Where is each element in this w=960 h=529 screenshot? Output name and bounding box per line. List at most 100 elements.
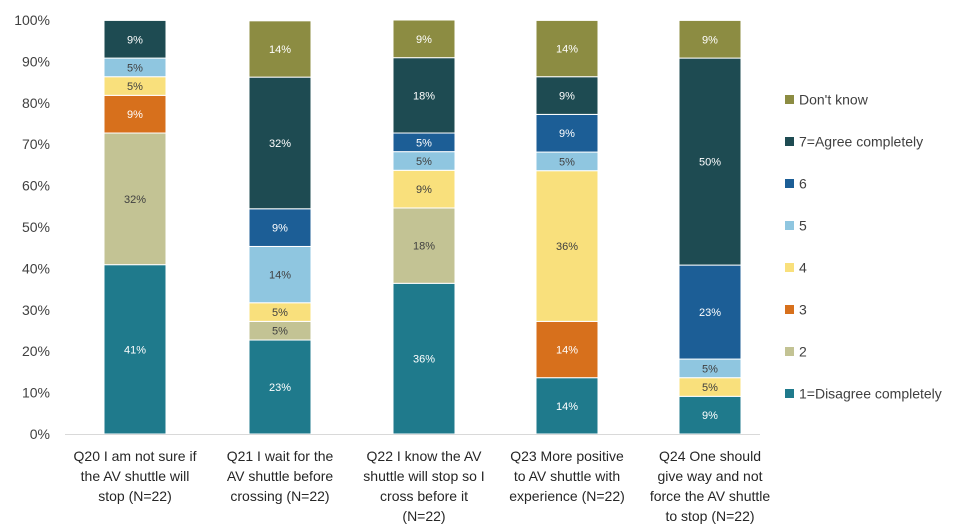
- bar-stack: 23% 5% 5% 14% 9% 32% 14%: [248, 20, 312, 435]
- bar-segment: [535, 113, 599, 153]
- x-tick-label: shuttle will stop so I: [363, 468, 484, 484]
- data-label: 5%: [127, 62, 143, 74]
- data-label: 5%: [127, 81, 143, 93]
- data-label: 9%: [559, 91, 575, 103]
- legend-item: 5: [785, 218, 807, 234]
- x-tick-label: Q23 More positive: [510, 448, 624, 464]
- data-label: 18%: [413, 90, 435, 102]
- data-label: 14%: [556, 401, 578, 413]
- y-tick-label: 40%: [22, 260, 50, 276]
- bar-segment: [392, 19, 456, 59]
- legend-label: 1=Disagree completely: [799, 386, 942, 402]
- legend-label: 7=Agree completely: [799, 134, 923, 150]
- y-tick-label: 60%: [22, 178, 50, 194]
- legend-label: 2: [799, 344, 807, 360]
- x-tick-label: force the AV shuttle: [650, 488, 771, 504]
- bar-segment: [392, 207, 456, 284]
- x-tick-label: to stop (N=22): [665, 508, 754, 524]
- data-label: 18%: [413, 241, 435, 253]
- x-tick-label: Q24 One should: [659, 448, 761, 464]
- x-tick-label: give way and not: [657, 468, 762, 484]
- data-label: 14%: [269, 44, 291, 56]
- x-tick-label: (N=22): [402, 508, 445, 524]
- legend-swatch: [785, 389, 794, 398]
- x-tick-label: Q20 I am not sure if: [74, 448, 197, 464]
- x-tick-label: crossing (N=22): [230, 488, 329, 504]
- data-label: 9%: [702, 410, 718, 422]
- bar-segment: [678, 57, 742, 266]
- legend-swatch: [785, 347, 794, 356]
- y-axis: 0% 10% 20% 30% 40% 50% 60% 70% 80% 90% 100%: [14, 12, 50, 442]
- data-label: 9%: [127, 34, 143, 46]
- data-label: 5%: [416, 156, 432, 168]
- bar-segment: [392, 282, 456, 435]
- legend: Don't know 7=Agree completely 6 5 4 3 2 1=Disag…: [785, 92, 942, 402]
- data-label: 5%: [416, 137, 432, 149]
- bar-segment: [535, 19, 599, 78]
- y-tick-label: 20%: [22, 343, 50, 359]
- bar-segment: [392, 57, 456, 134]
- x-axis: Q20 I am not sure if the AV shuttle will s…: [65, 434, 771, 524]
- x-tick-label: cross before it: [380, 488, 468, 504]
- x-tick-label: AV shuttle before: [227, 468, 334, 484]
- data-label: 14%: [269, 270, 291, 282]
- bars: 41% 32% 9% 5% 5% 9% 23% 5% 5% 14% 9% 32% 14% 36% 18% 9%…: [103, 19, 742, 435]
- data-label: 9%: [559, 128, 575, 140]
- data-label: 5%: [702, 382, 718, 394]
- legend-item: 4: [785, 260, 807, 276]
- y-tick-label: 0%: [30, 426, 50, 442]
- bar-stack: 36% 18% 9% 5% 5% 18% 9%: [392, 19, 456, 435]
- legend-swatch: [785, 305, 794, 314]
- data-label: 23%: [699, 307, 721, 319]
- y-tick-label: 100%: [14, 12, 50, 28]
- bar-segment: [392, 169, 456, 209]
- bar-segment: [103, 132, 167, 266]
- x-tick-label: experience (N=22): [509, 488, 625, 504]
- data-label: 36%: [413, 354, 435, 366]
- data-label: 50%: [699, 157, 721, 169]
- y-tick-label: 90%: [22, 53, 50, 69]
- data-label: 32%: [269, 138, 291, 150]
- x-tick-label: Q21 I wait for the: [227, 448, 334, 464]
- data-label: 5%: [702, 363, 718, 375]
- x-tick-label: the AV shuttle will: [81, 468, 190, 484]
- bar-stack: 9% 5% 5% 23% 50% 9%: [678, 19, 742, 435]
- bar-segment: [103, 19, 167, 59]
- legend-item: 2: [785, 344, 807, 360]
- legend-label: 4: [799, 260, 807, 276]
- x-tick-label: stop (N=22): [98, 488, 172, 504]
- legend-swatch: [785, 95, 794, 104]
- legend-swatch: [785, 179, 794, 188]
- y-tick-label: 70%: [22, 136, 50, 152]
- legend-item: 3: [785, 302, 807, 318]
- bar-segment: [248, 20, 312, 78]
- data-label: 36%: [556, 241, 578, 253]
- legend-label: 5: [799, 218, 807, 234]
- bar-segment: [248, 208, 312, 247]
- bar-stack: 41% 32% 9% 5% 5% 9%: [103, 19, 167, 435]
- y-tick-label: 50%: [22, 219, 50, 235]
- bar-segment: [103, 264, 167, 435]
- data-label: 5%: [559, 156, 575, 168]
- bar-segment: [248, 76, 312, 210]
- y-tick-label: 80%: [22, 95, 50, 111]
- bar-segment: [535, 320, 599, 379]
- bar-segment: [678, 264, 742, 360]
- bar-segment: [535, 170, 599, 322]
- data-label: 9%: [702, 34, 718, 46]
- bar-segment: [535, 377, 599, 435]
- y-tick-label: 30%: [22, 302, 50, 318]
- bar-stack: 14% 14% 36% 5% 9% 9% 14%: [535, 19, 599, 435]
- data-label: 9%: [416, 34, 432, 46]
- legend-label: Don't know: [799, 92, 869, 108]
- data-label: 5%: [272, 326, 288, 338]
- legend-swatch: [785, 221, 794, 230]
- y-tick-label: 10%: [22, 385, 50, 401]
- data-label: 14%: [556, 44, 578, 56]
- data-label: 23%: [269, 382, 291, 394]
- data-label: 5%: [272, 307, 288, 319]
- bar-segment: [678, 19, 742, 59]
- legend-item: 1=Disagree completely: [785, 386, 942, 402]
- data-label: 9%: [127, 109, 143, 121]
